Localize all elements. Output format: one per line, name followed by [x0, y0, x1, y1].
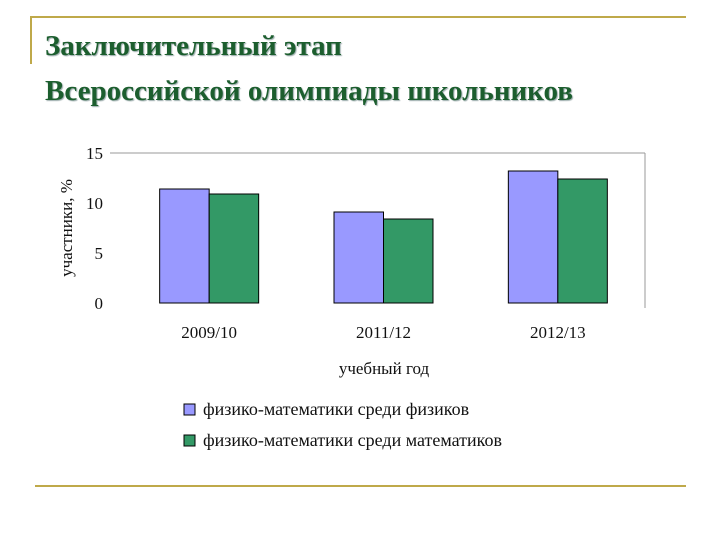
- bar-physicists-2012-13: [507, 170, 559, 304]
- legend-label: физико-математики среди математиков: [203, 430, 502, 450]
- legend-swatch: [183, 434, 196, 447]
- legend: физико-математики среди физиков физико-ма…: [183, 399, 502, 450]
- bar-mathematicians-2009-10: [208, 193, 260, 304]
- title-line-2: Всероссийской олимпиады школьников: [45, 75, 573, 107]
- x-tick-label: 2011/12: [356, 323, 411, 342]
- legend-swatch: [183, 403, 196, 416]
- legend-label: физико-математики среди физиков: [203, 399, 469, 419]
- y-tick-label: 0: [95, 294, 104, 313]
- slide-title: Заключительный этап Всероссийской олимпи…: [45, 24, 573, 114]
- y-tick-label: 15: [86, 144, 103, 163]
- y-axis-label: участники, %: [57, 179, 76, 277]
- x-tick-label: 2009/10: [181, 323, 237, 342]
- bar-mathematicians-2011-12: [383, 218, 434, 304]
- left-rule: [30, 16, 32, 64]
- bar-physicists-2009-10: [159, 188, 210, 304]
- x-tick-label: 2012/13: [530, 323, 586, 342]
- y-tick-label: 10: [86, 194, 103, 213]
- bar-mathematicians-2012-13: [557, 178, 608, 304]
- top-rule: [30, 16, 686, 18]
- bar-physicists-2011-12: [333, 211, 384, 304]
- x-axis-label: учебный год: [339, 359, 430, 378]
- bottom-rule: [35, 485, 686, 487]
- y-tick-label: 5: [95, 244, 104, 263]
- title-line-1: Заключительный этап: [45, 30, 342, 62]
